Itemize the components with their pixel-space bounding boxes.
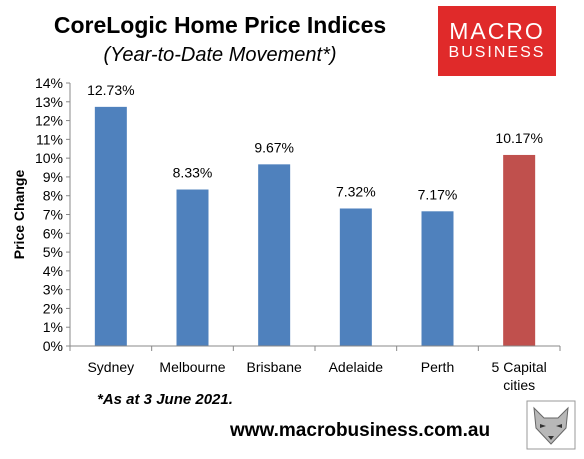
y-tick-label: 14%	[35, 75, 63, 91]
y-tick-label: 3%	[43, 282, 63, 298]
data-label: 12.73%	[87, 82, 134, 98]
y-tick-label: 9%	[43, 169, 63, 185]
x-tick-label: Brisbane	[247, 359, 302, 375]
footnote: *As at 3 June 2021.	[97, 391, 233, 408]
bar	[176, 189, 209, 346]
y-tick-label: 5%	[43, 244, 63, 260]
bar-data-labels: 12.73% 8.33% 9.67% 7.32% 7.17% 10.17%	[87, 82, 543, 202]
y-tick-label: 12%	[35, 113, 63, 129]
y-axis-ticks: 0% 1% 2% 3% 4% 5% 6% 7% 8% 9% 10% 11% 12% 13% 14%	[35, 75, 71, 354]
wolf-logo-icon	[526, 400, 576, 450]
logo-line-macro: MACRO	[449, 18, 545, 44]
y-tick-label: 11%	[36, 131, 63, 147]
data-label: 10.17%	[495, 130, 542, 146]
macrobusiness-logo: MACRO BUSINESS	[438, 6, 556, 76]
x-tick-label: Adelaide	[329, 359, 384, 375]
x-tick-label: Sydney	[87, 359, 134, 375]
x-tick-label: Melbourne	[159, 359, 225, 375]
bar	[503, 154, 536, 346]
bar	[421, 211, 454, 346]
y-axis-title: Price Change	[11, 170, 27, 260]
x-axis-ticks: Sydney Melbourne Brisbane Adelaide Perth 5 Ca…	[69, 345, 561, 393]
website-url: www.macrobusiness.com.au	[230, 420, 491, 441]
y-tick-label: 8%	[43, 188, 63, 204]
data-label: 7.17%	[418, 186, 458, 202]
y-tick-label: 0%	[43, 338, 63, 354]
bar	[94, 106, 127, 347]
y-tick-label: 7%	[43, 207, 63, 223]
bar	[258, 164, 291, 346]
data-label: 9.67%	[254, 139, 294, 155]
x-tick-label: 5 Capital cities	[492, 359, 547, 393]
y-tick-label: 1%	[43, 319, 63, 335]
y-tick-label: 10%	[35, 150, 63, 166]
y-tick-label: 6%	[43, 225, 63, 241]
data-label: 8.33%	[173, 165, 213, 181]
y-tick-label: 4%	[43, 263, 63, 279]
bar	[339, 208, 372, 346]
chart-subtitle: (Year-to-Date Movement*)	[103, 44, 337, 66]
data-label: 7.32%	[336, 183, 376, 199]
bars	[94, 106, 536, 347]
chart-title: CoreLogic Home Price Indices	[53, 12, 387, 38]
logo-line-business: BUSINESS	[448, 44, 546, 61]
y-axis-title-text: Price Change	[11, 170, 27, 260]
y-tick-label: 13%	[35, 94, 63, 110]
y-tick-label: 2%	[43, 300, 63, 316]
x-tick-label: Perth	[421, 359, 454, 375]
